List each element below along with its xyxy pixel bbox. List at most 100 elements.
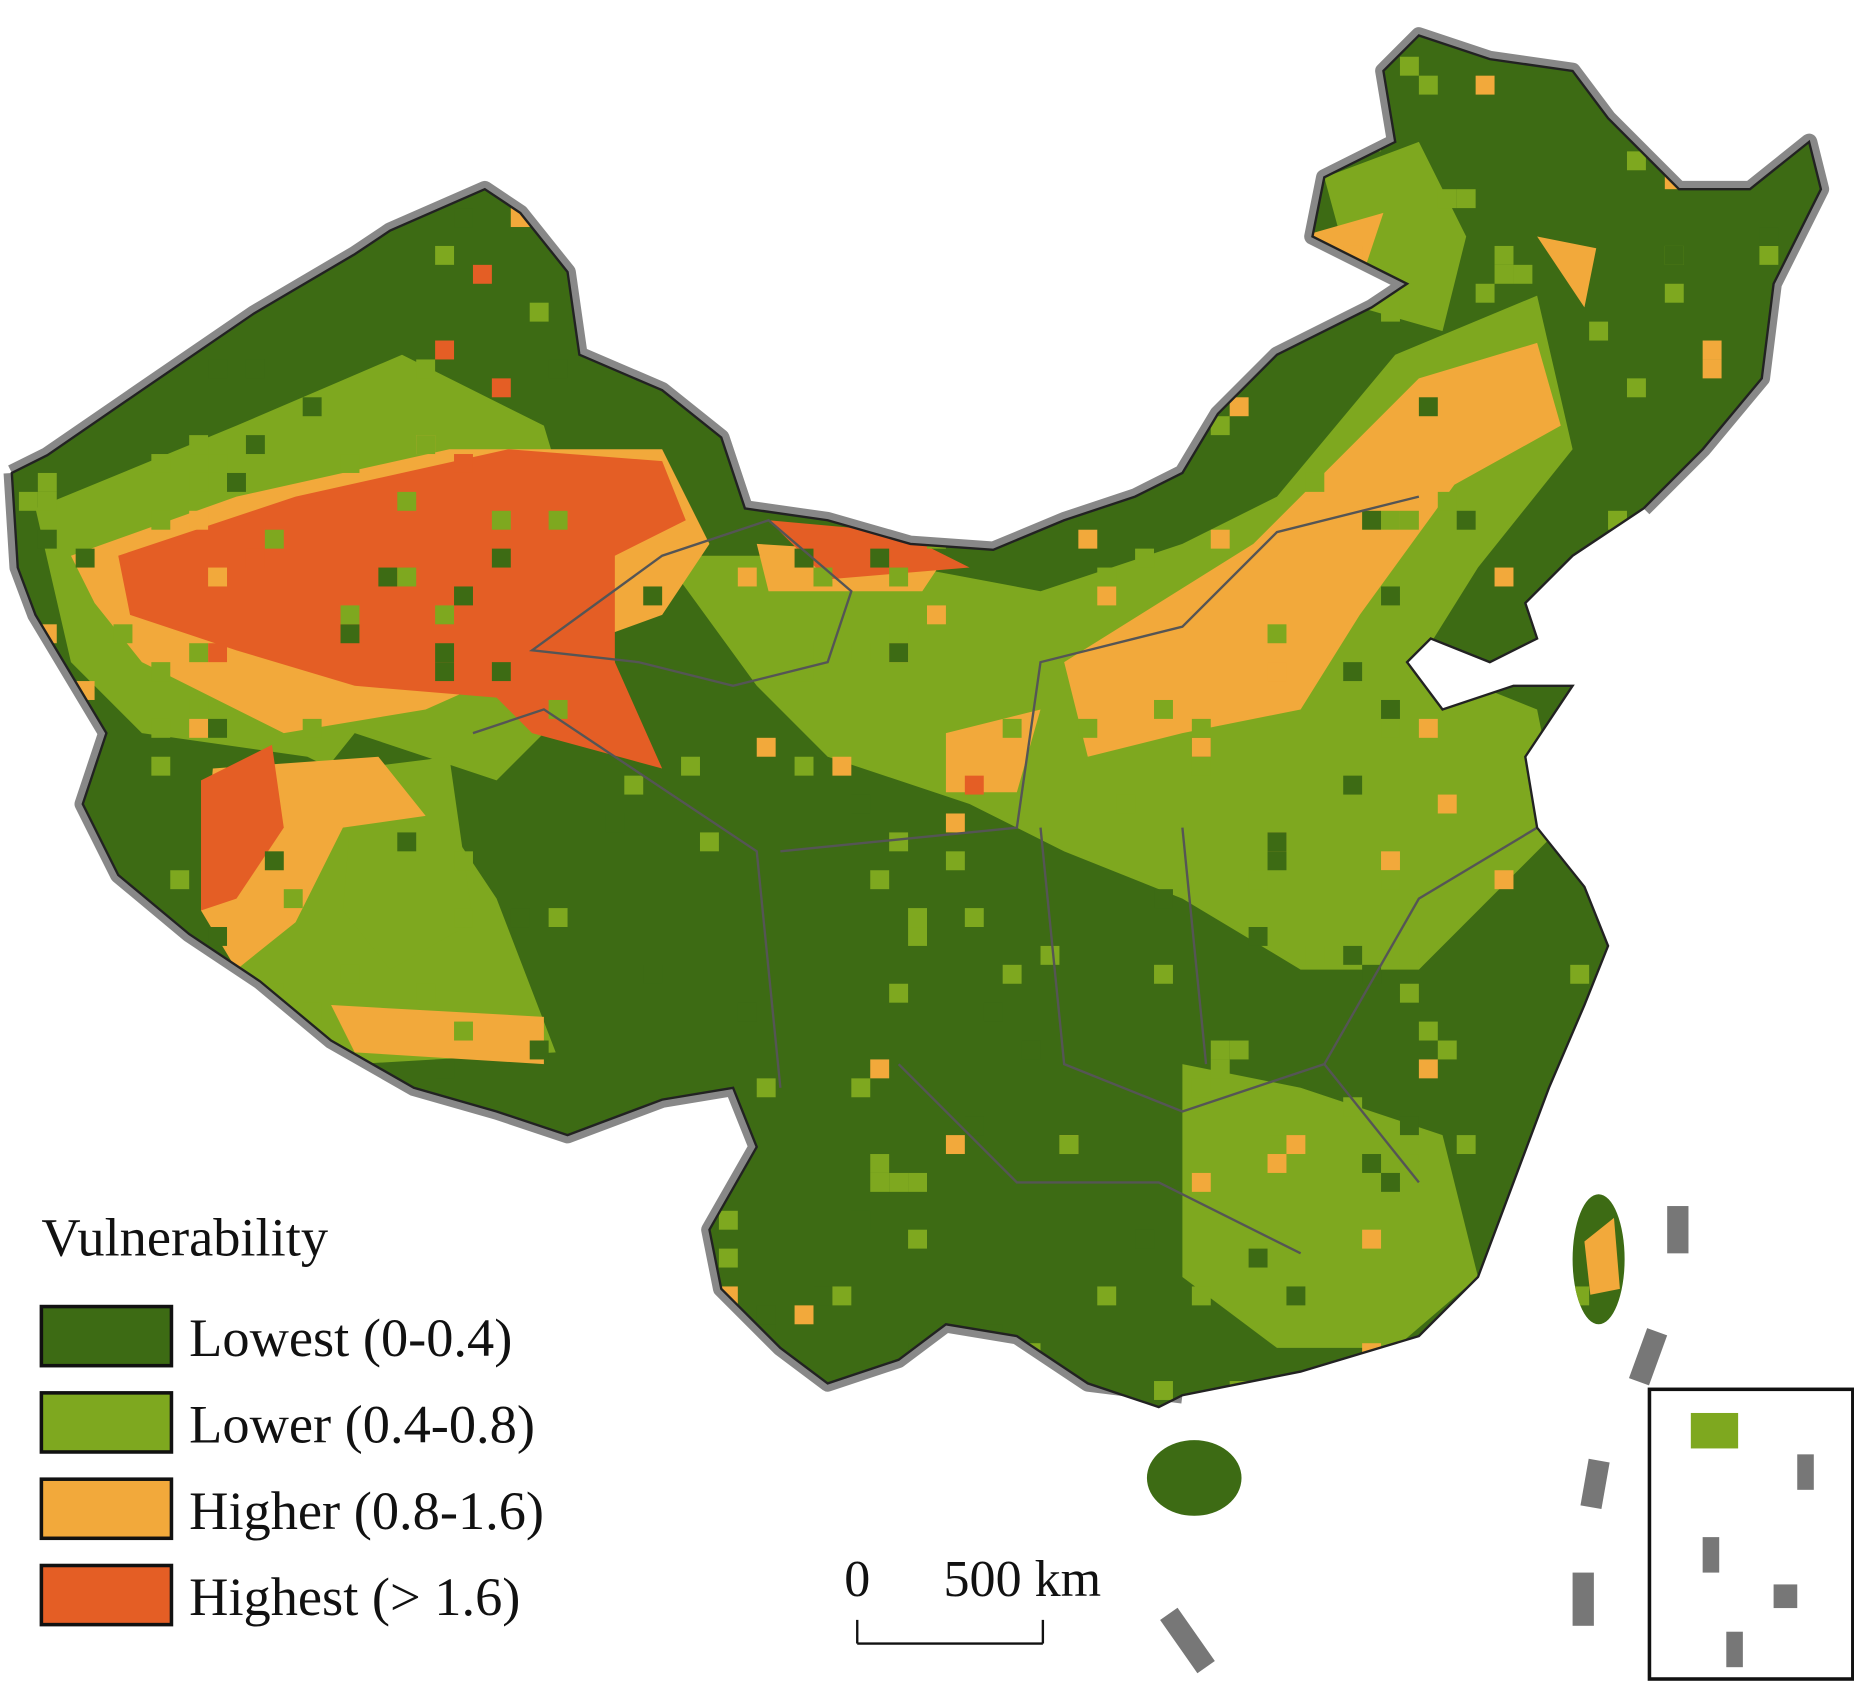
grid-cell bbox=[11, 1116, 19, 1136]
grid-cell bbox=[945, 378, 965, 398]
grid-cell bbox=[832, 227, 852, 246]
grid-cell bbox=[1362, 1154, 1382, 1173]
scale-end: 500 km bbox=[944, 1551, 1102, 1608]
grid-cell bbox=[813, 1456, 833, 1476]
grid-cell bbox=[1399, 510, 1419, 530]
grid-cell bbox=[302, 1286, 322, 1306]
grid-cell bbox=[1362, 35, 1382, 38]
grid-cell bbox=[75, 548, 95, 568]
grid-cell bbox=[283, 208, 303, 228]
grid-cell bbox=[1626, 151, 1646, 171]
grid-cell bbox=[813, 567, 833, 587]
grid-cell bbox=[1381, 586, 1400, 606]
grid-cell bbox=[1116, 794, 1136, 814]
legend: Lowest (0-0.4) Lower (0.4-0.8) Higher (0.8… bbox=[39, 1304, 544, 1627]
grid-cell bbox=[870, 0, 889, 19]
region-higher bbox=[331, 1005, 544, 1065]
grid-cell bbox=[832, 1286, 852, 1306]
grid-cell bbox=[302, 1172, 322, 1192]
grid-cell bbox=[56, 37, 76, 57]
grid-cell bbox=[454, 454, 473, 473]
grid-cell bbox=[491, 662, 511, 682]
grid-cell bbox=[245, 208, 265, 228]
grid-cell bbox=[397, 170, 417, 190]
grid-cell bbox=[11, 927, 19, 946]
grid-cell bbox=[1267, 662, 1287, 682]
grid-cell bbox=[529, 302, 549, 322]
grid-cell bbox=[1135, 1229, 1155, 1249]
grid-cell bbox=[1494, 870, 1514, 890]
grid-cell bbox=[1248, 189, 1268, 209]
grid-cell bbox=[264, 529, 284, 549]
grid-cell bbox=[113, 624, 133, 644]
grid-cell bbox=[435, 170, 455, 190]
grid-cell bbox=[1645, 1191, 1665, 1211]
grid-cell bbox=[1210, 1040, 1230, 1060]
grid-cell bbox=[775, 1399, 795, 1419]
grid-cell bbox=[11, 718, 19, 738]
grid-cell bbox=[11, 605, 19, 625]
grid-cell bbox=[1664, 245, 1684, 265]
grid-cell bbox=[1399, 1154, 1419, 1173]
grid-cell bbox=[1437, 1040, 1457, 1060]
grid-cell bbox=[1797, 945, 1817, 965]
grid-cell bbox=[662, 227, 682, 246]
grid-cell bbox=[1740, 643, 1760, 663]
grid-cell bbox=[681, 1172, 700, 1192]
grid-cell bbox=[1097, 586, 1117, 606]
grid-cell bbox=[870, 1172, 890, 1192]
grid-cell bbox=[37, 302, 57, 322]
grid-cell bbox=[1437, 189, 1457, 209]
grid-cell bbox=[170, 1286, 190, 1306]
grid-cell bbox=[1040, 491, 1060, 511]
grid-cell bbox=[1362, 94, 1382, 114]
grid-cell bbox=[851, 435, 871, 455]
grid-cell bbox=[132, 151, 152, 171]
grid-cell bbox=[1248, 870, 1268, 890]
grid-cell bbox=[1267, 851, 1287, 871]
grid-cell bbox=[1191, 1172, 1211, 1192]
grid-cell bbox=[321, 75, 341, 95]
grid-cell bbox=[1797, 964, 1817, 984]
grid-cell bbox=[1021, 1040, 1041, 1060]
grid-cell bbox=[491, 548, 511, 568]
grid-cell bbox=[1191, 1078, 1211, 1098]
grid-cell bbox=[1267, 1154, 1287, 1173]
grid-cell bbox=[264, 851, 284, 871]
grid-cell bbox=[832, 1437, 852, 1457]
grid-cell bbox=[18, 1172, 38, 1192]
grid-cell bbox=[832, 340, 852, 360]
grid-cell bbox=[208, 454, 228, 473]
grid-cell bbox=[37, 889, 57, 909]
grid-cell bbox=[1116, 378, 1136, 398]
grid-cell bbox=[794, 662, 814, 682]
grid-cell bbox=[1475, 75, 1495, 95]
region-highest bbox=[201, 744, 284, 911]
grid-cell bbox=[1399, 945, 1419, 965]
grid-cell bbox=[1021, 416, 1041, 436]
grid-cell bbox=[454, 1021, 473, 1041]
grid-cell bbox=[416, 435, 436, 455]
grid-cell bbox=[548, 94, 568, 114]
grid-cell bbox=[1172, 189, 1192, 209]
grid-cell bbox=[510, 908, 530, 928]
legend-swatch bbox=[39, 1304, 174, 1368]
grid-cell bbox=[1021, 264, 1041, 284]
grid-cell bbox=[1589, 321, 1609, 341]
grid-cell bbox=[1759, 113, 1779, 133]
grid-cell bbox=[454, 908, 473, 928]
grid-cell bbox=[700, 0, 719, 19]
grid-cell bbox=[624, 340, 644, 360]
grid-cell bbox=[151, 94, 171, 114]
grid-cell bbox=[681, 756, 700, 776]
grid-cell bbox=[1740, 889, 1760, 909]
grid-cell bbox=[1778, 378, 1798, 398]
grid-cell bbox=[927, 605, 946, 625]
grid-cell bbox=[794, 94, 814, 114]
grid-cell bbox=[264, 264, 284, 284]
grid-cell bbox=[1059, 1135, 1079, 1155]
grid-cell bbox=[1645, 775, 1665, 795]
grid-cell bbox=[643, 964, 663, 984]
grid-cell bbox=[1381, 510, 1400, 530]
